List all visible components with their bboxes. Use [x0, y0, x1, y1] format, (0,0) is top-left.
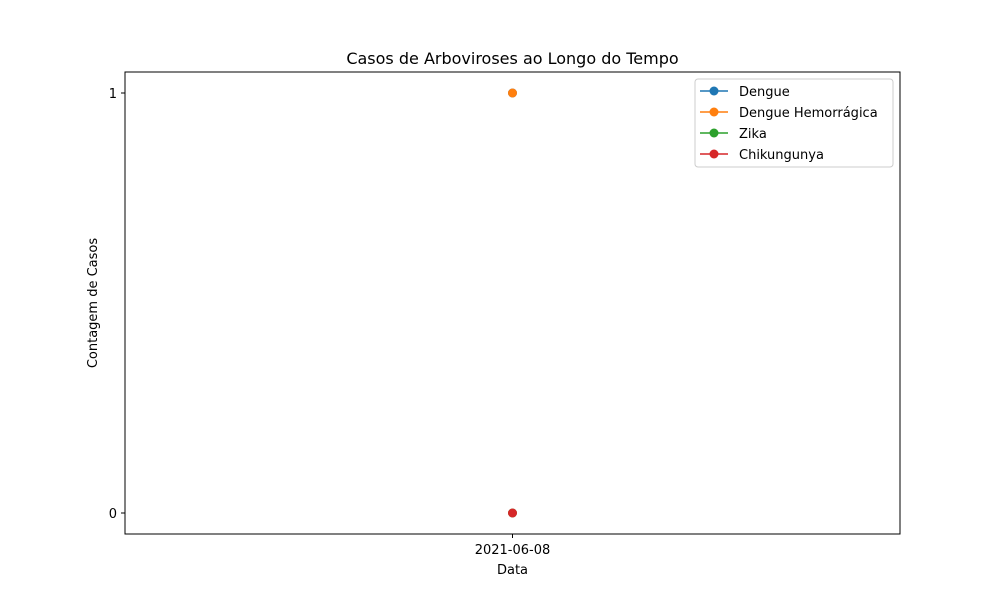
- x-axis: 2021-06-08: [475, 534, 551, 558]
- data-layer: [508, 88, 517, 518]
- legend-marker: [709, 149, 719, 159]
- legend: Dengue Dengue Hemorrágica Zika Chikungunya: [694, 78, 894, 168]
- legend-label: Chikungunya: [739, 148, 824, 163]
- legend-label: Dengue: [739, 85, 790, 100]
- legend-marker: [709, 128, 719, 138]
- x-tick-label: 2021-06-08: [475, 543, 551, 558]
- chart-title: Casos de Arboviroses ao Longo do Tempo: [346, 49, 678, 68]
- legend-label: Zika: [739, 127, 767, 142]
- x-axis-label: Data: [497, 563, 528, 578]
- data-point: [508, 88, 517, 98]
- legend-marker: [709, 86, 719, 96]
- legend-box: [694, 78, 894, 168]
- data-point: [508, 508, 517, 518]
- y-axis-label: Contagem de Casos: [86, 238, 101, 369]
- y-tick-label: 0: [109, 507, 117, 522]
- legend-label: Dengue Hemorrágica: [739, 106, 878, 121]
- y-tick-label: 1: [109, 87, 117, 102]
- legend-marker: [709, 107, 719, 117]
- y-axis: 01: [109, 87, 125, 522]
